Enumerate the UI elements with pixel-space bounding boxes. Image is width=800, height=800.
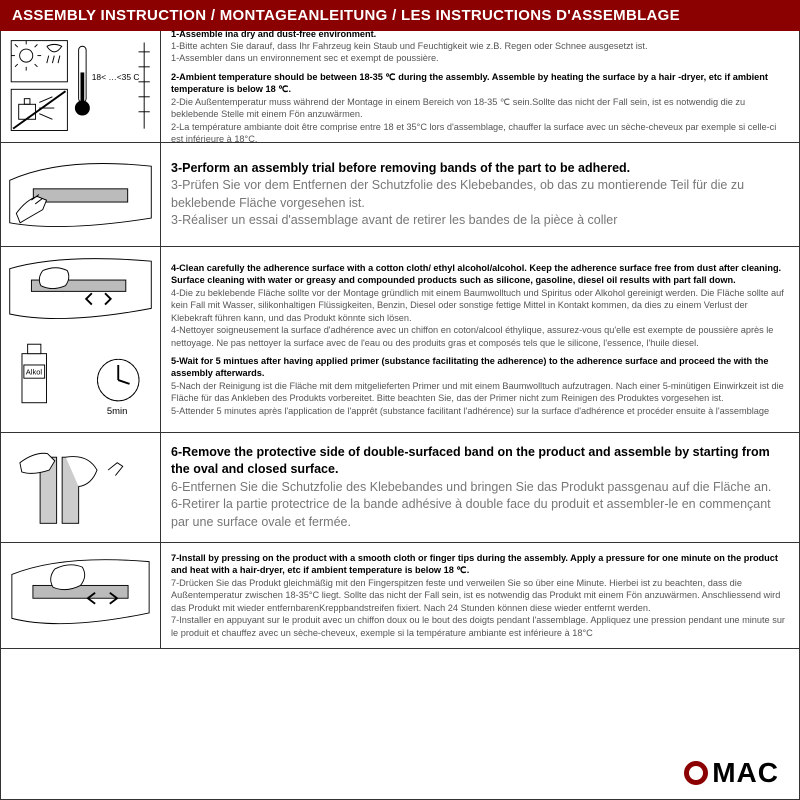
step7-en: 7-Install by pressing on the product wit… xyxy=(171,552,789,577)
step5-en: 5-Wait for 5 mintues after having applie… xyxy=(171,355,789,380)
illus-trial xyxy=(1,143,161,246)
step6-fr: 6-Retirer la partie protectrice de la ba… xyxy=(171,496,789,531)
step3-en: 3-Perform an assembly trial before remov… xyxy=(171,160,789,178)
illus-peel xyxy=(1,433,161,542)
instruction-sections: 18< …<35 C 1-Assemble ina dry and dust-f… xyxy=(0,31,800,749)
svg-text:Alkol: Alkol xyxy=(26,367,43,376)
step-7-text: 7-Install by pressing on the product wit… xyxy=(161,543,799,648)
step-1-2-text: 1-Assemble ina dry and dust-free environ… xyxy=(161,31,799,142)
step-6-text: 6-Remove the protective side of double-s… xyxy=(161,433,799,542)
step7-fr: 7-Installer en appuyant sur le produit a… xyxy=(171,614,789,639)
step3-de: 3-Prüfen Sie vor dem Entfernen der Schut… xyxy=(171,177,789,212)
step7-de: 7-Drücken Sie das Produkt gleichmäßig mi… xyxy=(171,577,789,614)
step6-en: 6-Remove the protective side of double-s… xyxy=(171,444,789,479)
step-4-5-text: 4-Clean carefully the adherence surface … xyxy=(161,247,799,432)
step2-de: 2-Die Außentemperatur muss während der M… xyxy=(171,96,789,121)
illus-clean-primer: Alkol 5min xyxy=(1,247,161,432)
step1-fr: 1-Assembler dans un environnement sec et… xyxy=(171,52,789,64)
step2-fr: 2-La température ambiante doit être comp… xyxy=(171,121,789,146)
svg-text:5min: 5min xyxy=(107,405,127,416)
step1-de: 1-Bitte achten Sie darauf, dass Ihr Fahr… xyxy=(171,40,789,52)
step4-en: 4-Clean carefully the adherence surface … xyxy=(171,262,789,287)
step4-de: 4-Die zu beklebende Fläche sollte vor de… xyxy=(171,287,789,324)
footer: MAC xyxy=(0,749,800,800)
header-title: ASSEMBLY INSTRUCTION / MONTAGEANLEITUNG … xyxy=(0,0,800,31)
logo-text: MAC xyxy=(712,757,779,789)
step1-en: 1-Assemble ina dry and dust-free environ… xyxy=(171,28,789,40)
step2-en: 2-Ambient temperature should be between … xyxy=(171,71,789,96)
step-3-text: 3-Perform an assembly trial before remov… xyxy=(161,143,799,246)
svg-text:18< …<35 C: 18< …<35 C xyxy=(92,72,140,82)
step6-de: 6-Entfernen Sie die Schutzfolie des Kleb… xyxy=(171,479,789,497)
step5-de: 5-Nach der Reinigung ist die Fläche mit … xyxy=(171,380,789,405)
illus-press xyxy=(1,543,161,648)
step5-fr: 5-Attender 5 minutes après l'application… xyxy=(171,405,789,417)
logo-ring-icon xyxy=(684,761,708,785)
brand-logo: MAC xyxy=(684,757,779,789)
illus-env-temp: 18< …<35 C xyxy=(1,31,161,142)
step4-fr: 4-Nettoyer soigneusement la surface d'ad… xyxy=(171,324,789,349)
step3-fr: 3-Réaliser un essai d'assemblage avant d… xyxy=(171,212,789,230)
